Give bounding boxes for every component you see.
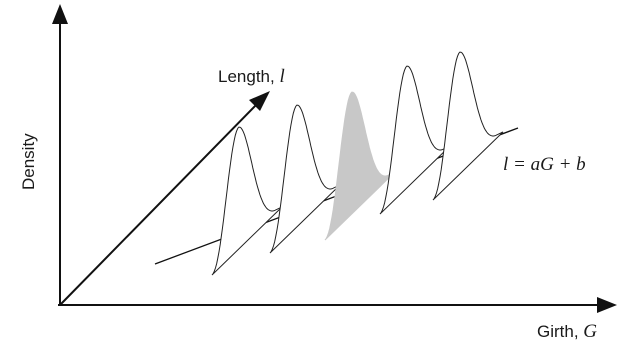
distribution-curve-5 bbox=[432, 51, 504, 201]
x-axis-label-text: Girth, bbox=[537, 322, 583, 341]
x-axis-variable: G bbox=[583, 321, 597, 342]
length-axis-label-text: Length, bbox=[218, 67, 279, 86]
length-axis-label: Length, l bbox=[218, 66, 285, 87]
x-axis-label: Girth, G bbox=[537, 321, 597, 342]
regression-equation-label: l = aG + b bbox=[503, 154, 586, 175]
x-axis-arrowhead bbox=[597, 297, 617, 313]
y-axis-label: Density bbox=[19, 133, 38, 190]
length-axis-arrowhead bbox=[249, 91, 270, 111]
length-axis-variable: l bbox=[279, 66, 284, 87]
distributions-group bbox=[211, 51, 504, 276]
length-axis-line bbox=[59, 103, 258, 306]
distribution-curve-3-shaded bbox=[324, 91, 396, 241]
distribution-curve-4 bbox=[379, 65, 451, 215]
distribution-curve-1 bbox=[211, 126, 283, 276]
distribution-curve-2 bbox=[269, 104, 341, 254]
y-axis-arrowhead bbox=[52, 4, 68, 24]
